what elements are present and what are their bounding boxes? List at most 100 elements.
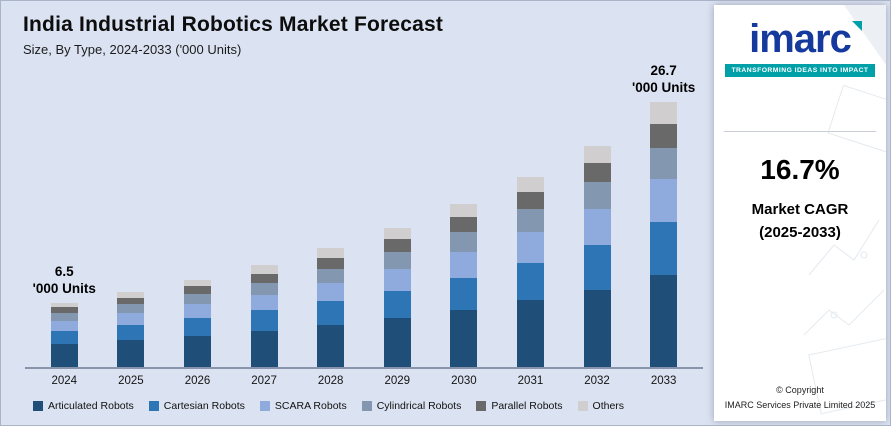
- bar-segment: [450, 232, 478, 252]
- panel-divider: [724, 131, 876, 132]
- bar-segment: [117, 291, 145, 298]
- bar-segment: [117, 313, 145, 326]
- copyright-line2: IMARC Services Private Limited 2025: [724, 399, 876, 410]
- bar-stack: [317, 247, 345, 367]
- bar-segment: [383, 318, 411, 367]
- bar-segment: [117, 325, 145, 341]
- bar-segment: [383, 268, 411, 291]
- bar-segment: [183, 279, 211, 286]
- bar-column: [164, 89, 231, 367]
- legend-label: SCARA Robots: [274, 400, 347, 412]
- bar-segment: [250, 331, 278, 367]
- copyright-notice: © Copyright IMARC Services Private Limit…: [714, 383, 886, 412]
- bar-segment: [450, 217, 478, 233]
- bar-stack: [50, 302, 78, 367]
- bar-segment: [50, 313, 78, 322]
- legend-swatch: [259, 401, 270, 411]
- bar-segment: [583, 162, 611, 183]
- legend-label: Parallel Robots: [491, 400, 563, 412]
- legend-item: Cartesian Robots: [148, 400, 245, 412]
- bar-segment: [317, 257, 345, 269]
- brand-panel: imarc TRANSFORMING IDEAS INTO IMPACT 16.…: [714, 5, 886, 421]
- legend-swatch: [361, 401, 372, 411]
- legend-swatch: [577, 401, 588, 411]
- x-axis-labels: 2024 2025 2026 2027 2028 2029 2030 2031 2032 2033: [25, 369, 703, 387]
- bar-value-label: 6.5'000 Units: [32, 263, 96, 296]
- x-axis-label: 2024: [51, 375, 78, 387]
- bar-segment: [650, 179, 678, 223]
- bar-stack: [117, 291, 145, 367]
- cagr-label-line1: Market CAGR: [751, 201, 849, 218]
- imarc-logo-text: imarc: [749, 17, 852, 61]
- legend-label: Articulated Robots: [48, 400, 134, 412]
- bar-segment: [117, 340, 145, 367]
- bar-stack: [650, 101, 678, 367]
- bar-segment: [117, 297, 145, 305]
- imarc-logo-accent-icon: [852, 21, 862, 31]
- bar-segment: [183, 285, 211, 294]
- legend-swatch: [148, 401, 159, 411]
- legend-item: Articulated Robots: [33, 400, 134, 412]
- x-axis-label: 2029: [384, 375, 411, 387]
- bar-segment: [516, 262, 544, 301]
- x-axis-label: 2033: [650, 375, 677, 387]
- x-axis-label: 2030: [451, 375, 477, 387]
- bar-column: [98, 89, 165, 367]
- bar-segment: [183, 293, 211, 305]
- cagr-label: Market CAGR (2025-2033): [714, 198, 886, 245]
- bar-segment: [383, 238, 411, 252]
- brand-tagline: TRANSFORMING IDEAS INTO IMPACT: [725, 64, 875, 77]
- x-axis-label: 2027: [251, 375, 277, 387]
- bar-column: [297, 89, 364, 367]
- bar-segment: [583, 289, 611, 367]
- legend-label: Others: [592, 400, 625, 412]
- legend-swatch: [476, 401, 487, 411]
- bar-stack: [250, 264, 278, 367]
- bar-segment: [516, 300, 544, 367]
- bar-segment: [450, 204, 478, 218]
- bar-column: [364, 89, 431, 367]
- bar-segment: [183, 336, 211, 367]
- bar-segment: [317, 301, 345, 326]
- cagr-value: 16.7%: [760, 154, 840, 185]
- bar-column: 6.5'000 Units: [31, 89, 98, 367]
- bar-segment: [516, 192, 544, 210]
- copyright-line1: © Copyright: [776, 385, 824, 396]
- bar-column: 26.7'000 Units: [630, 63, 697, 367]
- x-axis-label: 2032: [584, 375, 610, 387]
- bar-segment: [383, 251, 411, 269]
- legend-label: Cylindrical Robots: [376, 400, 462, 412]
- bar-segment: [183, 318, 211, 337]
- bar-segment: [250, 282, 278, 295]
- chart-title: India Industrial Robotics Market Forecas…: [23, 13, 444, 36]
- bar-segment: [450, 251, 478, 278]
- bar-column: [231, 89, 298, 367]
- bar-segment: [117, 304, 145, 314]
- x-axis-label: 2026: [184, 375, 211, 387]
- bar-segment: [650, 123, 678, 148]
- legend-item: Cylindrical Robots: [361, 400, 462, 412]
- bar-segment: [650, 222, 678, 275]
- bar-segment: [583, 145, 611, 163]
- bar-segment: [317, 268, 345, 283]
- bar-segment: [583, 209, 611, 245]
- chart-area: India Industrial Robotics Market Forecas…: [1, 1, 713, 425]
- bar-segment: [250, 294, 278, 311]
- bar-segment: [250, 273, 278, 283]
- bar-segment: [650, 147, 678, 180]
- bar-segment: [516, 177, 544, 193]
- bar-segment: [250, 310, 278, 332]
- legend-item: Others: [577, 400, 625, 412]
- chart-legend: Articulated Robots Cartesian Robots SCARA …: [33, 400, 713, 412]
- bar-stack: [183, 279, 211, 367]
- bar-segment: [583, 244, 611, 290]
- bar-segment: [50, 344, 78, 367]
- bar-segment: [583, 182, 611, 210]
- bar-value-label: 26.7'000 Units: [632, 63, 696, 96]
- bar-plot: 6.5'000 Units 26.7'000 Units: [25, 63, 703, 369]
- legend-label: Cartesian Robots: [163, 400, 245, 412]
- bar-stack: [516, 177, 544, 367]
- bar-column: [497, 89, 564, 367]
- bar-segment: [516, 209, 544, 232]
